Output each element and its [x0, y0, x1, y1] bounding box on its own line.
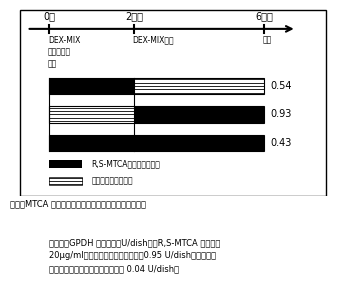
Bar [49, 160, 82, 168]
Bar [49, 177, 82, 185]
Bar [49, 135, 264, 151]
Text: 0.54: 0.54 [271, 81, 292, 91]
Text: 0.43: 0.43 [271, 138, 292, 148]
Bar [49, 78, 264, 94]
Text: 0日: 0日 [43, 11, 55, 21]
Bar [49, 106, 134, 123]
Bar [134, 106, 264, 123]
Text: 0.93: 0.93 [271, 110, 292, 120]
Text: 回収: 回収 [263, 36, 272, 44]
Bar [49, 106, 264, 123]
Bar [134, 78, 264, 94]
Text: 数字は、GPDH の活性　（U/dish）。R,S-MTCA の濃度は
20μg/ml。無添加区（対照）では、0.95 U/dish，バックグ
ラウンド（分化さ: 数字は、GPDH の活性 （U/dish）。R,S-MTCA の濃度は 20μg… [49, 238, 221, 273]
Text: 添加しなかった期間: 添加しなかった期間 [92, 177, 133, 186]
Text: DEX-MIX
インスリン
添加: DEX-MIX インスリン 添加 [48, 36, 80, 68]
Text: R,S-MTCAを添加した期間: R,S-MTCAを添加した期間 [92, 159, 161, 169]
Bar [49, 78, 134, 94]
Text: 2日後: 2日後 [125, 11, 143, 21]
Text: 6日後: 6日後 [255, 11, 273, 21]
Text: DEX-MIX除去: DEX-MIX除去 [132, 36, 174, 44]
Text: 围４　MTCA の添加時期と脂肪細脹分化抑制効果の関係: 围４ MTCA の添加時期と脂肪細脹分化抑制効果の関係 [10, 199, 146, 208]
Bar [49, 135, 264, 151]
